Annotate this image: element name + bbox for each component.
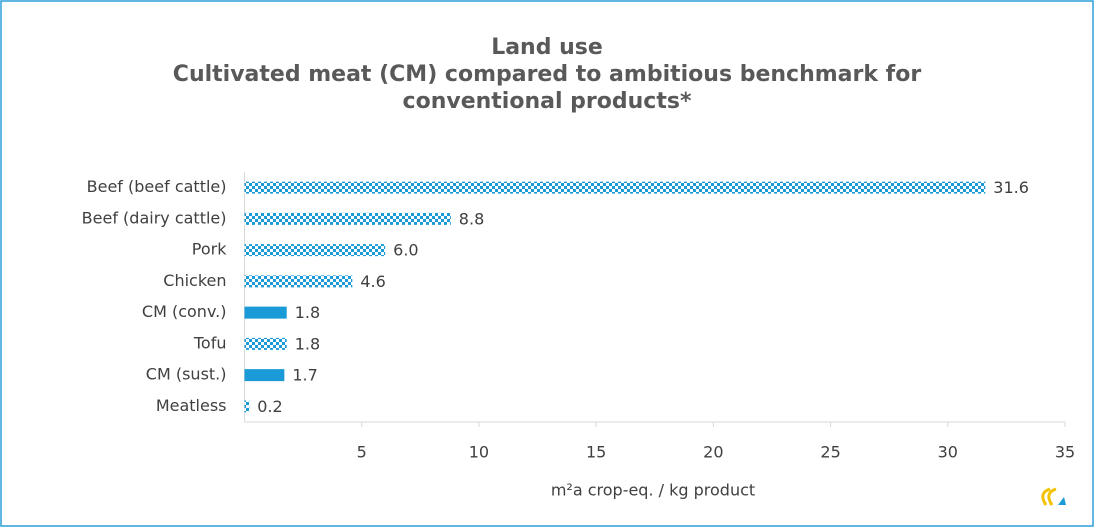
data-label: 31.6 (993, 178, 1029, 197)
x-axis-label: m²a crop-eq. / kg product (551, 481, 755, 500)
y-tick-label: Chicken (163, 271, 226, 290)
y-tick-label: CM (conv.) (142, 302, 227, 321)
data-label: 0.2 (257, 397, 282, 416)
y-tick-label: CM (sust.) (146, 365, 227, 384)
y-tick-label: Meatless (156, 396, 227, 415)
bar (244, 181, 986, 194)
data-label: 1.7 (292, 366, 317, 385)
bar (244, 212, 451, 225)
bar (244, 369, 285, 382)
x-tick-label: 10 (469, 443, 489, 462)
logo (1041, 487, 1066, 506)
x-tick-label: 20 (703, 443, 723, 462)
data-label: 1.8 (295, 334, 320, 353)
chart-title: Land use (491, 35, 603, 60)
y-tick-label: Beef (dairy cattle) (82, 208, 227, 227)
bar (244, 337, 287, 350)
data-label: 4.6 (360, 272, 385, 291)
chart-subtitle: Cultivated meat (CM) compared to ambitio… (173, 62, 922, 114)
y-tick-label: Tofu (193, 333, 227, 352)
bar (244, 400, 250, 413)
bar (244, 306, 287, 319)
data-label: 6.0 (393, 241, 418, 260)
bar (244, 275, 353, 288)
bar (244, 244, 386, 257)
x-tick-label: 15 (586, 443, 606, 462)
data-label: 1.8 (295, 303, 320, 322)
data-label: 8.8 (459, 209, 484, 228)
x-tick-label: 5 (357, 443, 367, 462)
y-tick-label: Beef (beef cattle) (87, 177, 227, 196)
x-tick-label: 25 (820, 443, 840, 462)
y-tick-label: Pork (192, 240, 227, 259)
x-tick-label: 30 (938, 443, 958, 462)
x-tick-label: 35 (1055, 443, 1075, 462)
